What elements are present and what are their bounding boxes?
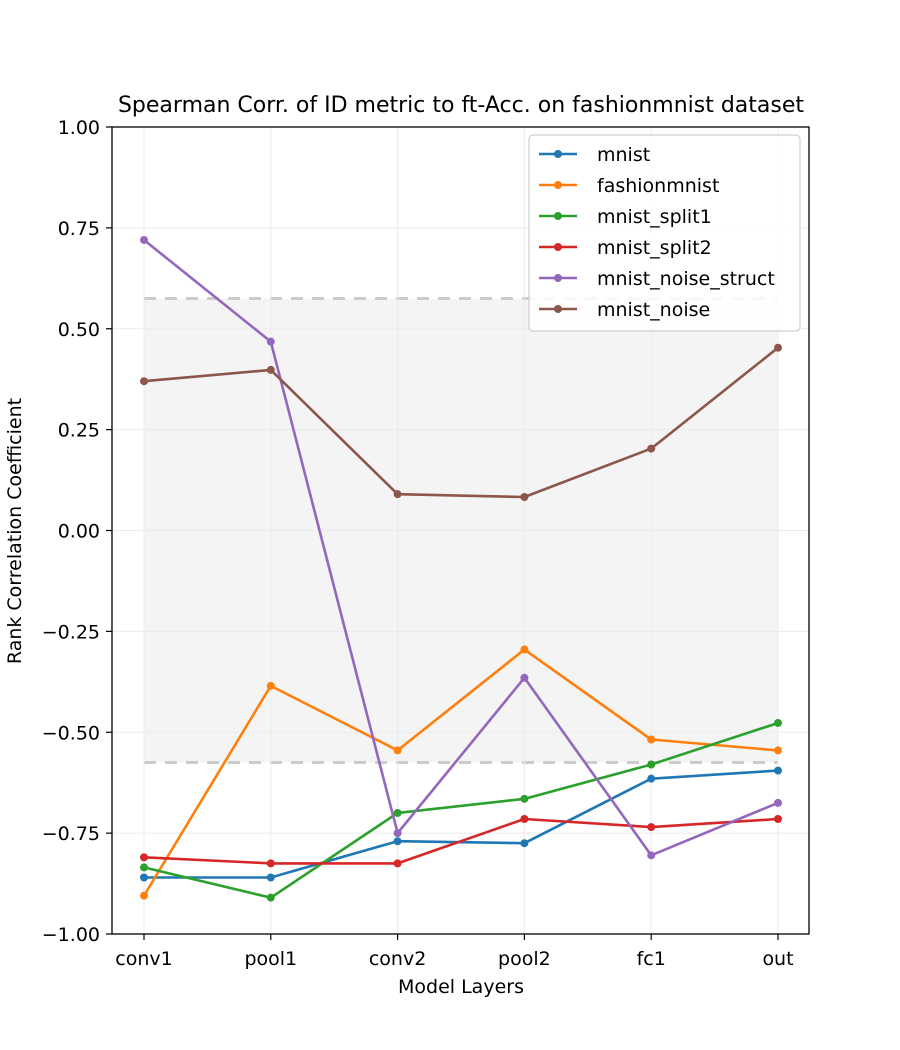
legend-entry-mnist_noise: mnist_noise [539,299,710,321]
legend-entry-mnist_noise_struct: mnist_noise_struct [539,268,775,290]
data-point [774,815,782,824]
x-tick-label: conv1 [115,948,172,970]
series-lines [140,235,782,902]
x-tick-label: conv2 [369,948,426,970]
y-tick-label: −1.00 [42,924,100,946]
data-point [520,794,529,803]
data-point [140,377,148,386]
legend-entry-mnist: mnist [539,144,650,166]
data-point [393,837,402,846]
data-point [266,893,275,902]
data-point [520,839,529,848]
data-point [647,444,656,453]
data-point [774,343,782,352]
data-point [647,851,656,860]
legend-label: mnist_noise [597,299,710,321]
data-point [266,681,275,690]
data-point [393,859,402,868]
series-mnist_noise_struct [140,235,782,860]
y-tick-label: 1.00 [58,117,100,139]
chart-title: Spearman Corr. of ID metric to ft-Acc. o… [118,93,804,118]
x-tick-label: fc1 [637,948,666,970]
legend-marker [554,243,562,251]
x-tick-label: pool2 [498,948,551,970]
data-point [647,823,656,832]
data-point [266,365,275,374]
data-point [393,746,402,755]
legend-box [528,134,801,332]
legend-marker [554,150,562,158]
data-point [140,873,148,882]
legend-label: mnist_noise_struct [597,268,775,290]
y-tick-label: −0.50 [42,722,100,744]
legend-marker [554,181,562,189]
series-mnist_noise [140,343,782,502]
series-line-fashionmnist [142,648,779,897]
y-tick-label: 0.25 [58,420,100,442]
data-point [520,815,529,824]
legend-entry-mnist_split2: mnist_split2 [539,237,712,259]
x-tick-label: out [762,948,793,970]
data-point [647,760,656,769]
y-axis-ticks: −1.00 −0.75 −0.50 −0.25 0.00 0.25 0.50 0.75 1.00 [42,117,112,946]
legend-marker [554,274,562,282]
legend-entry-mnist_split1: mnist_split1 [539,206,712,228]
legend-label: mnist_split2 [597,237,712,259]
legend-marker [554,212,562,220]
y-tick-label: 0.00 [58,521,100,543]
data-point [774,766,782,775]
series-fashionmnist [140,645,782,900]
series-line-mnist_noise [143,346,779,499]
data-point [774,798,782,807]
series-line-mnist_split2 [143,817,779,865]
legend-label: mnist [597,144,650,166]
data-point [393,829,402,838]
data-point [520,673,529,682]
y-tick-label: −0.25 [42,621,100,643]
data-point [266,873,275,882]
series-mnist_split1 [140,718,782,902]
data-point [393,490,402,499]
x-axis-label: Model Layers [398,976,524,998]
series-line-mnist_split1 [143,721,779,899]
data-point [140,891,148,900]
data-point [520,645,529,654]
legend-entry-fashionmnist: fashionmnist [539,175,719,197]
data-point [647,774,656,783]
series-mnist_split2 [140,815,782,868]
data-point [774,746,782,755]
data-point [393,808,402,817]
y-tick-label: 0.50 [58,319,100,341]
x-tick-label: pool1 [244,948,297,970]
data-point [774,718,782,727]
data-point [140,235,148,244]
y-axis-label: Rank Correlation Coefficient [4,398,26,664]
y-tick-label: −0.75 [42,823,100,845]
legend-marker [554,305,562,313]
legend: mnist fashionmnist mnist_split1 mnist_split… [528,134,801,332]
x-axis-ticks: conv1 pool1 conv2 pool2 fc1 out [115,934,794,970]
data-point [140,853,148,862]
series-line-mnist_noise_struct [143,238,779,857]
data-point [266,859,275,868]
data-point [266,337,275,346]
data-point [647,735,656,744]
data-point [140,863,148,872]
legend-label: fashionmnist [597,175,719,197]
y-tick-label: 0.75 [58,218,100,240]
legend-label: mnist_split1 [597,206,712,228]
data-point [520,493,529,502]
